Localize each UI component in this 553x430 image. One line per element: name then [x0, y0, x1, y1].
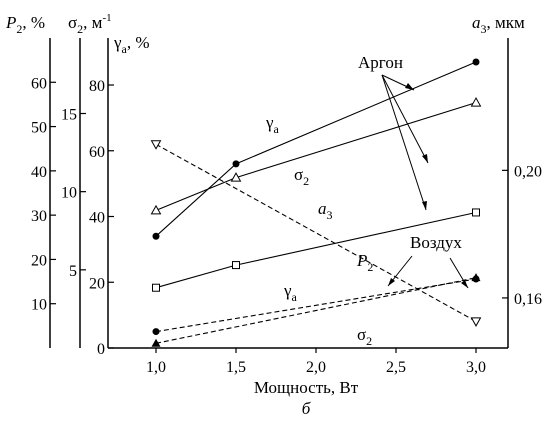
- annotation-argon: Аргон: [358, 53, 403, 72]
- air-sigma2-point: [151, 338, 161, 347]
- air-P2-point: [150, 140, 162, 150]
- x-tick-label: 1,5: [226, 359, 246, 376]
- argon-sigma2-series-label: σ2: [294, 165, 309, 188]
- annotation-air: Воздух: [410, 233, 462, 252]
- argon-gamma-series-line: [155, 61, 477, 237]
- air-sigma2-series-line: [155, 277, 477, 344]
- argon-gamma-series-label: γa: [265, 113, 280, 136]
- air-arrowhead-p2: [388, 278, 395, 286]
- gamma-tick-label: 20: [89, 275, 105, 292]
- air-arrowhead-gamma: [461, 280, 468, 288]
- argon-a3-series-label: a3: [318, 199, 333, 222]
- a3-tick-label: 0,20: [514, 163, 542, 180]
- air-gamma-point: [152, 328, 160, 336]
- air-sigma2-series-label: σ2: [357, 325, 372, 348]
- x-tick-label: 2,0: [306, 359, 326, 376]
- air-sigma2-point: [471, 273, 481, 282]
- gamma-tick-label: 0: [97, 341, 105, 358]
- sigma2-tick-label: 10: [61, 185, 77, 202]
- air-P2-series-label: P2: [356, 251, 373, 274]
- air-gamma-series-label: γa: [283, 281, 298, 304]
- air-P2-series-line: [155, 143, 477, 322]
- air-P2-point: [470, 317, 482, 327]
- p2-tick-label: 30: [31, 208, 47, 225]
- argon-gamma-point: [472, 58, 480, 66]
- argon-sigma2-point: [470, 97, 482, 107]
- argon-a3-point: [152, 283, 160, 292]
- p2-tick-label: 60: [31, 75, 47, 92]
- sigma2-tick-label: 5: [69, 263, 77, 280]
- argon-arrow-a3: [381, 74, 427, 211]
- argon-arrowhead-gamma: [405, 83, 414, 90]
- argon-sigma2-point: [150, 204, 162, 215]
- gamma-tick-label: 80: [89, 78, 105, 95]
- argon-a3-point: [472, 208, 480, 217]
- sigma2-tick-label: 15: [61, 107, 77, 124]
- panel-label: б: [302, 399, 311, 418]
- a3-tick-label: 0,16: [514, 291, 542, 308]
- argon-arrowhead-sigma2: [422, 154, 428, 163]
- p2-tick-label: 10: [31, 297, 47, 314]
- gamma-tick-label: 40: [89, 210, 105, 227]
- argon-arrowhead-a3: [422, 201, 427, 210]
- argon-gamma-point: [152, 232, 160, 240]
- p2-axis-title: P2, %: [5, 13, 45, 36]
- argon-a3-point: [232, 261, 240, 270]
- p2-tick-label: 20: [31, 252, 47, 269]
- p2-tick-label: 50: [31, 120, 47, 137]
- argon-arrow-sigma2: [381, 74, 429, 164]
- gamma-tick-label: 60: [89, 144, 105, 161]
- x-axis-title: Мощность, Вт: [254, 378, 359, 397]
- sigma2-axis-title: σ2, м-1: [68, 12, 112, 36]
- x-tick-label: 3,0: [466, 359, 486, 376]
- argon-sigma2-series-line: [155, 102, 477, 211]
- gamma-axis-title: γa, %: [113, 33, 150, 56]
- x-tick-label: 2,5: [386, 359, 406, 376]
- p2-tick-label: 40: [31, 164, 47, 181]
- argon-gamma-point: [232, 160, 240, 168]
- air-gamma-series-line: [155, 278, 477, 333]
- x-tick-label: 1,0: [146, 359, 166, 376]
- argon-sigma2-point: [230, 172, 242, 182]
- a3-axis-title: a3, мкм: [472, 13, 525, 36]
